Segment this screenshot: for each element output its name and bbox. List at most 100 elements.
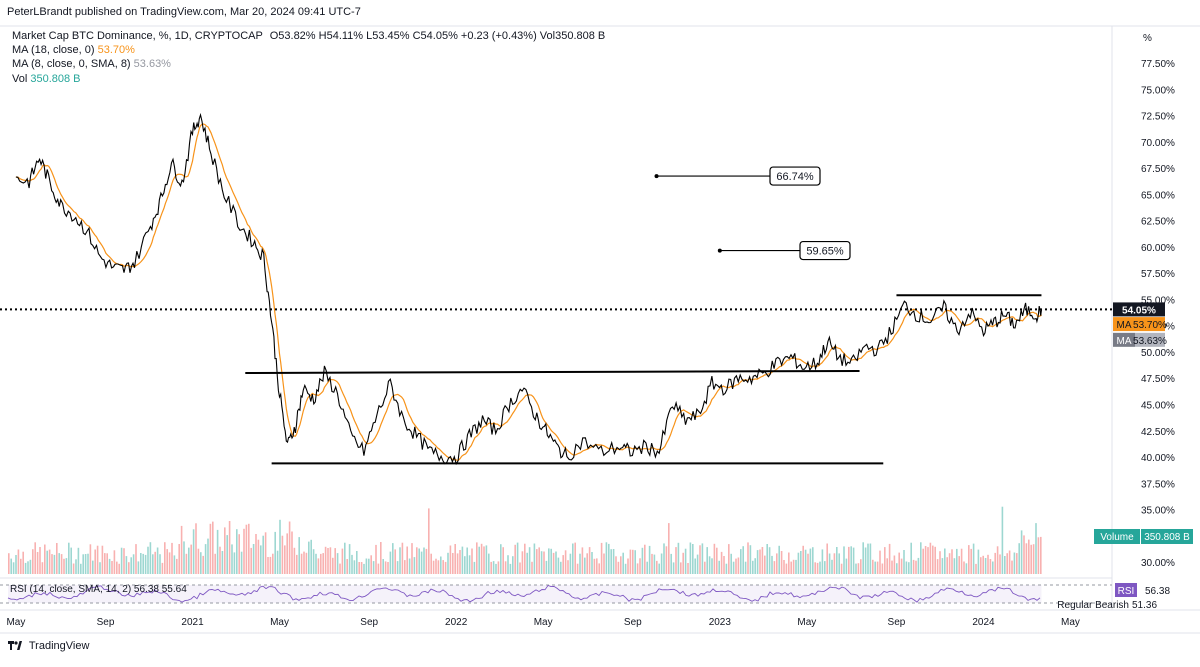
volume-bar (101, 545, 104, 574)
volume-bar (324, 546, 327, 574)
volume-bar (610, 549, 612, 574)
volume-bar (12, 562, 15, 574)
volume-bar (704, 561, 706, 574)
volume-bar (408, 558, 411, 574)
volume-bar (80, 563, 82, 574)
volume-bar (8, 553, 10, 574)
volume-bar (939, 551, 941, 574)
volume-bar (840, 563, 843, 574)
volume-bar (351, 554, 353, 574)
volume-bar (1040, 536, 1042, 574)
volume-bar (944, 548, 946, 574)
volume-bar (888, 543, 891, 574)
volume-bar (881, 563, 884, 574)
volume-bar (104, 553, 106, 574)
callout-5965-box (799, 240, 851, 261)
legend-ohlc: O53.82% H54.11% L53.45% C54.05% +0.23 (+… (269, 30, 606, 42)
volume-bar (500, 544, 502, 574)
volume-bar (94, 549, 96, 574)
volume-bar (869, 543, 872, 574)
volume-bar (300, 553, 303, 574)
ma8-badge-label: MA (1117, 336, 1132, 347)
volume-bar (32, 549, 34, 574)
volume-bar (77, 547, 80, 574)
volume-bar (896, 563, 898, 574)
volume-bar (75, 559, 77, 574)
volume-bar (214, 553, 216, 574)
volume-bar (27, 561, 29, 574)
ma8-value-badge (1135, 332, 1165, 347)
volume-bar (1035, 523, 1037, 574)
volume-bar (675, 547, 677, 574)
volume-bar (932, 545, 934, 574)
volume-bar (1037, 537, 1040, 574)
volume-bar (1028, 539, 1030, 574)
callout-6674-box (769, 166, 821, 186)
volume-bar (644, 544, 646, 574)
y-tick-label: 67.50% (1141, 164, 1175, 175)
volume-bar (190, 544, 192, 574)
volume-bar (972, 543, 975, 574)
volume-bar (665, 546, 668, 574)
y-tick-label: 37.50% (1141, 479, 1175, 490)
volume-bar (579, 553, 581, 574)
volume-bar (339, 563, 341, 574)
volume-bar (567, 560, 569, 574)
volume-bar (267, 557, 269, 574)
volume-bar (317, 558, 320, 574)
volume-bar (161, 562, 164, 574)
volume-bar (812, 547, 814, 574)
legend-title: Market Cap BTC Dominance, %, 1D, CRYPTOC… (12, 30, 263, 42)
volume-bar (231, 544, 233, 574)
volume-bar (548, 548, 550, 574)
volume-bar (58, 553, 60, 574)
volume-bar (915, 560, 917, 574)
volume-bar (233, 552, 236, 574)
volume-bar (459, 550, 461, 574)
rsi-badge-label: RSI (1118, 586, 1135, 597)
volume-bar (903, 550, 905, 574)
volume-value-text: 350.808 B (1144, 532, 1190, 543)
volume-bar (404, 560, 406, 574)
volume-bar (550, 548, 552, 574)
volume-bar (792, 559, 795, 574)
volume-bar (996, 546, 999, 574)
volume-bar (620, 556, 622, 574)
volume-bar (509, 563, 512, 574)
volume-label-badge (1094, 529, 1140, 544)
volume-bar (584, 557, 586, 574)
volume-bar (476, 542, 478, 574)
volume-bar (600, 542, 603, 574)
tradingview-watermark[interactable]: TradingView (8, 640, 89, 652)
volume-bar (720, 551, 723, 574)
volume-bar (332, 557, 334, 574)
volume-bar (564, 550, 567, 574)
volume-bar (466, 547, 468, 574)
volume-bar (147, 546, 149, 574)
volume-bar (221, 551, 224, 574)
volume-bar (428, 508, 430, 574)
volume-bar (269, 556, 272, 574)
volume-bar (257, 539, 260, 574)
volume-bar (46, 550, 48, 574)
volume-bar (358, 562, 360, 574)
volume-bar (893, 555, 896, 574)
volume-bar (492, 561, 495, 574)
volume-bar (346, 559, 348, 574)
volume-bar (144, 554, 147, 574)
volume-bar (418, 548, 420, 574)
volume-bar (1023, 535, 1025, 574)
volume-bar (872, 559, 874, 574)
volume-bar (759, 549, 761, 574)
volume-bar (797, 552, 800, 574)
volume-bar (723, 556, 725, 574)
volume-bar (1001, 506, 1004, 574)
volume-bar (891, 560, 893, 574)
volume-bar (471, 548, 473, 574)
chart-legend[interactable]: Market Cap BTC Dominance, %, 1D, CRYPTOC… (12, 29, 605, 86)
volume-bar (382, 559, 384, 574)
volume-bar (197, 548, 200, 574)
volume-bar (699, 545, 701, 574)
